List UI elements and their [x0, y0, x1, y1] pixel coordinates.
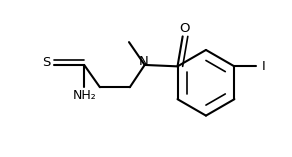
Text: NH₂: NH₂: [72, 89, 96, 102]
Text: O: O: [179, 22, 189, 35]
Text: I: I: [262, 60, 266, 73]
Text: S: S: [42, 56, 51, 69]
Text: N: N: [138, 55, 148, 68]
